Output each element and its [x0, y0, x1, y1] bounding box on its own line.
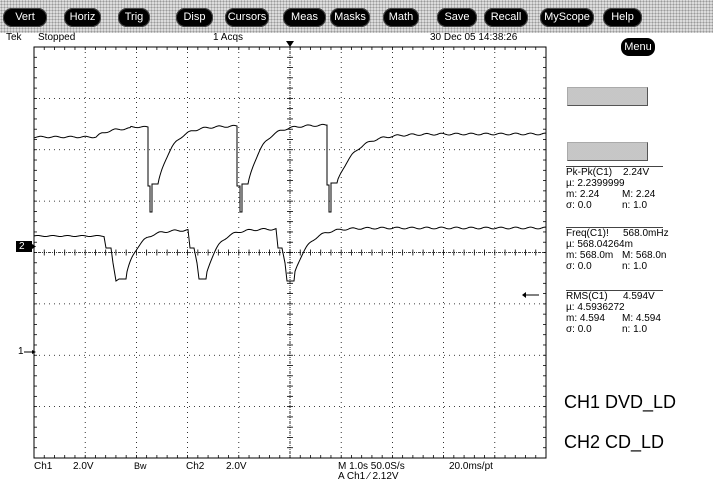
measurement-mu: µ: 4.5936272	[566, 302, 625, 313]
measurement-title: Pk-Pk(C1)	[566, 167, 613, 178]
measurement-m: m: 2.24	[566, 189, 600, 200]
ch2-waveform	[33, 226, 546, 282]
ch1-name: Ch1	[34, 461, 53, 472]
measurement-row: Freq(C1)! 568.0mHz	[566, 228, 669, 239]
vert-button[interactable]: Vert	[3, 8, 47, 27]
measurement-title: RMS(C1)	[566, 291, 608, 302]
ch2-ground-marker-arrow	[16, 241, 36, 252]
disp-button[interactable]: Disp	[176, 8, 213, 27]
timebase-readout: M 1.0s 50.0S/s	[338, 461, 405, 472]
measurement-sigma: σ: 0.0	[566, 324, 592, 335]
measurement-m: m: 4.594	[566, 313, 605, 324]
measurement-row: Pk-Pk(C1) 2.24V	[566, 167, 663, 178]
measurement-arrow-icon	[522, 292, 539, 298]
graticule	[33, 46, 547, 459]
measurement-row: µ: 2.2399999	[566, 178, 663, 189]
measurement-row: m: 4.594 M: 4.594	[566, 313, 663, 324]
ch1-ground-marker-arrow	[24, 350, 36, 354]
measurement-panel[interactable]: RMS(C1) 4.594V µ: 4.5936272 m: 4.594 M: 4.59…	[566, 291, 663, 335]
measurement-sigma: σ: 0.0	[566, 200, 592, 211]
measurement-value: 2.24V	[623, 167, 650, 178]
measurement-value: 568.0mHz	[623, 228, 669, 239]
menu-button[interactable]: Menu	[621, 38, 655, 56]
help-button[interactable]: Help	[603, 8, 642, 27]
math-button[interactable]: Math	[383, 8, 419, 27]
ch1-scale: 2.0V	[73, 461, 94, 472]
recall-button[interactable]: Recall	[484, 8, 528, 27]
run-state: Stopped	[38, 32, 76, 43]
acquisition-count: 1 Acqs	[213, 32, 244, 43]
measurement-m: m: 568.0m	[566, 250, 614, 261]
timestamp: 30 Dec 05 14:38:26	[430, 32, 518, 43]
measurement-sigma: σ: 0.0	[566, 261, 592, 272]
save-button[interactable]: Save	[437, 8, 477, 27]
measurement-mu: µ: 568.04264m	[566, 239, 633, 250]
bandwidth-limit-indicator: Bw	[134, 461, 147, 471]
measurement-row: RMS(C1) 4.594V	[566, 291, 663, 302]
ch2-name: Ch2	[186, 461, 205, 472]
ch1-waveform	[33, 123, 546, 213]
measurement-panel[interactable]: Pk-Pk(C1) 2.24V µ: 2.2399999 m: 2.24 M: 2.24…	[566, 167, 663, 211]
side-menu-button-2[interactable]	[567, 142, 648, 161]
ch1-marker-label: 1	[18, 346, 24, 357]
measurement-row: σ: 0.0 n: 1.0	[566, 324, 663, 335]
measurement-value: 4.594V	[623, 291, 655, 302]
trig-button[interactable]: Trig	[118, 8, 150, 27]
ch1-label: CH1 DVD_LD	[564, 392, 677, 412]
measurement-mu: µ: 2.2399999	[566, 178, 625, 189]
myscope-button[interactable]: MyScope	[540, 8, 594, 27]
cursors-button[interactable]: Cursors	[225, 8, 269, 27]
resolution-readout: 20.0ms/pt	[449, 461, 493, 472]
measurement-M: M: 2.24	[622, 189, 656, 200]
trigger-readout: A Ch1 ⁄ 2.12V	[338, 471, 399, 482]
measurement-n: n: 1.0	[622, 261, 648, 272]
ch2-scale: 2.0V	[226, 461, 247, 472]
ch2-label: CH2 CD_LD	[564, 432, 665, 452]
horiz-button[interactable]: Horiz	[64, 8, 101, 27]
brand-label: Tek	[6, 32, 22, 43]
masks-button[interactable]: Masks	[330, 8, 370, 27]
measurement-separator	[566, 227, 663, 228]
measurement-row: m: 568.0m M: 568.0n	[566, 250, 667, 261]
measurement-M: M: 4.594	[622, 313, 661, 324]
measurement-separator	[566, 290, 663, 291]
meas-button[interactable]: Meas	[283, 8, 326, 27]
measurement-n: n: 1.0	[622, 200, 648, 211]
measurement-row: σ: 0.0 n: 1.0	[566, 261, 663, 272]
menu-toolbar: Vert Horiz Trig Disp Cursors Meas Masks …	[0, 0, 713, 33]
measurement-row: µ: 568.04264m	[566, 239, 663, 250]
measurement-n: n: 1.0	[622, 324, 648, 335]
measurement-title: Freq(C1)!	[566, 228, 609, 239]
measurement-row: µ: 4.5936272	[566, 302, 663, 313]
measurement-separator	[566, 166, 663, 167]
measurement-row: σ: 0.0 n: 1.0	[566, 200, 663, 211]
ch2-marker-label: 2	[19, 241, 25, 252]
side-menu-button-1[interactable]	[567, 87, 648, 106]
trigger-position-marker	[286, 41, 294, 47]
measurement-row: m: 2.24 M: 2.24	[566, 189, 663, 200]
measurement-M: M: 568.0n	[622, 250, 667, 261]
measurement-panel[interactable]: Freq(C1)! 568.0mHz µ: 568.04264m m: 568.0m M…	[566, 228, 669, 272]
